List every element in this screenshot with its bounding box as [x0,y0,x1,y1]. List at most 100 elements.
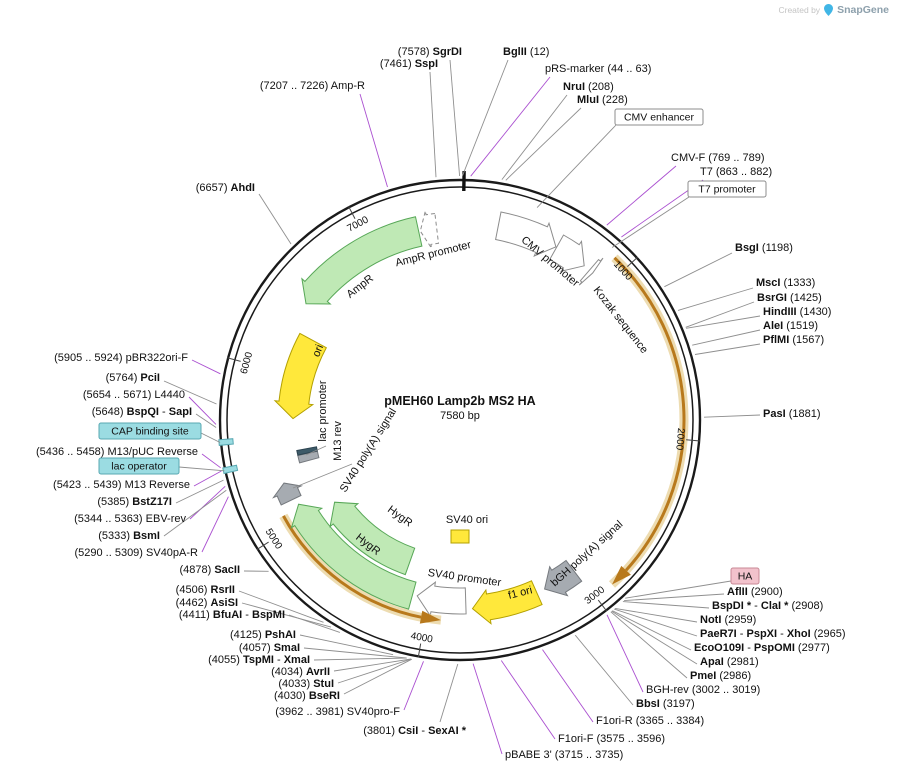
feature-label-m13-rev[interactable]: M13 rev [332,421,344,461]
enzyme-site-label[interactable]: (6657) AhdI [196,182,255,194]
primer-label[interactable]: (5654 .. 5671) L4440 [83,389,185,401]
enzyme-site-label[interactable]: (4125) PshAI [230,629,296,641]
tick-mark [417,643,422,658]
feature-bgh-polya-signal[interactable] [544,559,583,597]
feature-label-f1-ori[interactable]: f1 ori [507,584,534,602]
enzyme-site-label[interactable]: PmeI (2986) [690,670,751,682]
enzyme-site-label[interactable]: NotI (2959) [700,614,756,626]
feature-label-sv40-ori[interactable]: SV40 ori [446,514,488,526]
feature-ori[interactable] [273,332,327,420]
feature-box-ha[interactable] [730,567,760,585]
leader-line [343,658,413,695]
feature-cmv-promoter[interactable] [549,234,585,272]
feature-sv40-ori-box[interactable] [450,529,470,544]
leader-line [686,315,761,329]
enzyme-site-label[interactable]: HindIII (1430) [763,306,831,318]
enzyme-site-label[interactable]: (4506) RsrII [176,584,235,596]
enzyme-site-label[interactable]: (4033) StuI [278,678,334,690]
feature-gene-arc-2[interactable] [282,515,422,619]
feature-lamp2b-ms2-ha-gene-halo [608,254,689,588]
feature-label-hygr[interactable]: HygR [385,504,414,530]
enzyme-site-label[interactable]: (4878) SacII [179,564,240,576]
primer-label[interactable]: T7 (863 .. 882) [700,166,772,178]
leader-line [505,107,582,181]
feature-label-sv40-promoter[interactable]: SV40 promoter [427,567,502,589]
feature-lac-operator-mark[interactable] [222,464,239,475]
enzyme-site-label[interactable]: (5385) BstZ17I [97,496,172,508]
enzyme-site-label[interactable]: BbsI (3197) [636,698,695,710]
primer-label[interactable]: (5905 .. 5924) pBR322ori-F [54,352,188,364]
enzyme-site-label[interactable]: (5764) PciI [106,372,160,384]
primer-label[interactable]: (5436 .. 5458) M13/pUC Reverse [36,446,198,458]
feature-sv40-polya-signal[interactable] [272,482,304,506]
enzyme-site-label[interactable]: (4034) AvrII [271,666,330,678]
leader-line [470,76,551,177]
enzyme-site-label[interactable]: (5648) BspQI - SapI [92,406,192,418]
leader-line [359,93,388,188]
enzyme-site-label[interactable]: ApaI (2981) [700,656,759,668]
enzyme-site-label[interactable]: PflMI (1567) [763,334,824,346]
enzyme-site-label[interactable]: (4057) SmaI [239,642,300,654]
feature-box-cap-binding-site[interactable] [98,422,202,440]
feature-ampr-promoter[interactable] [419,210,440,249]
feature-box-cmv-enhancer[interactable] [614,108,704,126]
primer-label[interactable]: (5290 .. 5309) SV40pA-R [74,547,198,559]
feature-label-ori[interactable]: ori [310,343,326,359]
enzyme-site-label[interactable]: AflII (2900) [727,586,783,598]
enzyme-site-label[interactable]: EcoO109I - PspOMI (2977) [694,642,830,654]
enzyme-site-label[interactable]: (7461) SspI [380,58,438,70]
primer-label[interactable]: (7207 .. 7226) Amp-R [260,80,365,92]
primer-label[interactable]: (3962 .. 3981) SV40pro-F [275,706,400,718]
primer-label[interactable]: F1ori-R (3365 .. 3384) [596,715,704,727]
enzyme-site-label[interactable]: (5333) BsmI [98,530,160,542]
feature-box-label: CMV enhancer [624,112,695,124]
feature-ampr[interactable] [301,216,423,305]
leader-line [178,466,225,472]
enzyme-site-label[interactable]: (4462) AsiSI [176,597,238,609]
feature-t7-promoter[interactable] [578,257,604,286]
feature-gene-arc-2-arrowhead [419,610,441,624]
enzyme-site-label[interactable]: MscI (1333) [756,277,815,289]
enzyme-site-label[interactable]: BsrGI (1425) [757,292,822,304]
tick-mark [627,256,639,267]
feature-hygr[interactable] [290,503,417,610]
enzyme-site-label[interactable]: (4055) TspMI - XmaI [208,654,310,666]
enzyme-site-label[interactable]: NruI (208) [563,81,614,93]
leader-line [574,634,634,706]
tick-label: 4000 [410,631,434,646]
leader-line [542,649,594,723]
primer-label[interactable]: (5423 .. 5439) M13 Reverse [53,479,190,491]
feature-sv40-promoter[interactable] [416,581,467,618]
feature-hygr-inner[interactable] [329,501,416,576]
tick-label: 6000 [239,350,255,375]
enzyme-site-label[interactable]: PaeR7I - PspXI - XhoI (2965) [700,628,846,640]
primer-label[interactable]: BGH-rev (3002 .. 3019) [646,684,760,696]
primer-label[interactable]: (5344 .. 5363) EBV-rev [74,513,186,525]
enzyme-site-label[interactable]: BglII (12) [503,46,549,58]
feature-f1-ori[interactable] [471,580,543,625]
enzyme-site-label[interactable]: AleI (1519) [763,320,818,332]
feature-label-sv40-poly-a-signal[interactable]: SV40 poly(A) signal [338,406,399,494]
feature-lamp2b-ms2-ha-gene[interactable] [613,256,686,572]
feature-box-t7-promoter[interactable] [687,180,767,198]
enzyme-site-label[interactable]: PasI (1881) [763,408,821,420]
enzyme-site-label[interactable]: (7578) SgrDI [398,46,462,58]
enzyme-site-label[interactable]: BspDI * - ClaI * (2908) [712,600,823,612]
primer-label[interactable]: CMV-F (769 .. 789) [671,152,765,164]
feature-box-lac-operator[interactable] [98,457,180,475]
enzyme-site-label[interactable]: (4411) BfuAI - BspMI [179,609,285,621]
feature-cmv-enhancer[interactable] [495,211,557,257]
enzyme-site-label[interactable]: (4030) BseRI [274,690,340,702]
feature-cap-binding-site-mark[interactable] [218,438,234,446]
feature-label-lac-promoter[interactable]: lac promoter [317,380,329,441]
leader-line [703,414,761,418]
feature-cluster-dark-mark[interactable] [296,446,318,456]
primer-label[interactable]: pBABE 3' (3715 .. 3735) [505,749,623,761]
enzyme-site-label[interactable]: MluI (228) [577,94,628,106]
enzyme-site-label[interactable]: BsgI (1198) [735,242,793,254]
primer-label[interactable]: F1ori-F (3575 .. 3596) [558,733,665,745]
primer-label[interactable]: pRS-marker (44 .. 63) [545,63,651,75]
enzyme-site-label[interactable]: (3801) CsiI - SexAI * [363,725,466,737]
